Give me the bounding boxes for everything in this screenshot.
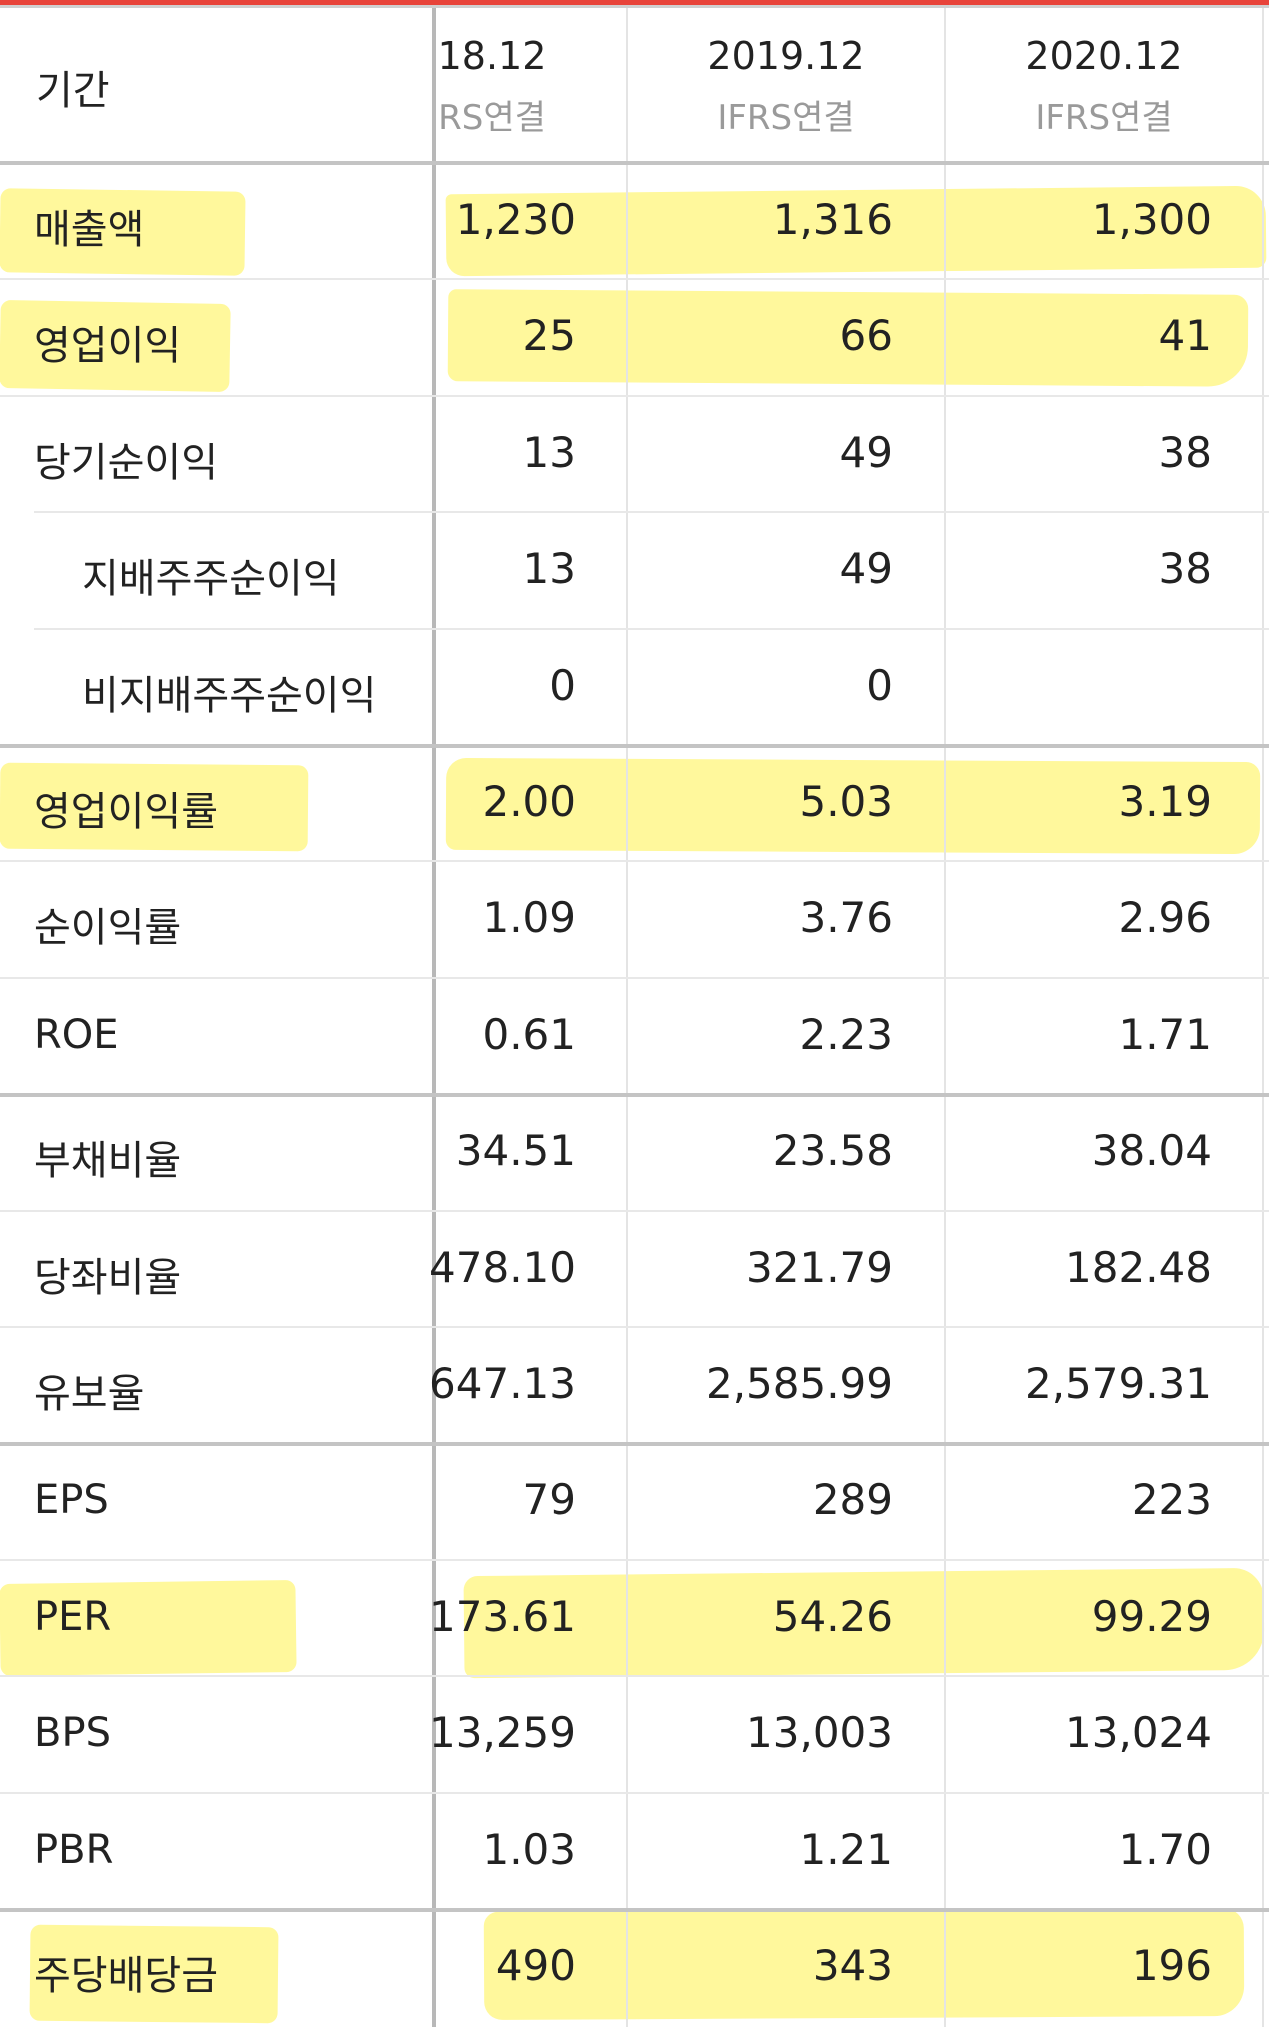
row-separator [0,1442,1269,1446]
table-cell: 13,259 [429,1708,576,1758]
row-label: 영업이익률 [34,789,218,835]
table-cell: 223 [1131,1475,1212,1525]
column-divider [944,8,946,2027]
table-cell: 25 [522,311,576,361]
header-separator [0,161,1269,165]
table-cell: 3.19 [1118,777,1212,826]
table-cell: 38 [1158,427,1212,477]
row-separator [0,1326,1269,1328]
top-shadow [0,5,1269,8]
row-label: 순이익률 [34,905,182,952]
table-cell: 66 [839,311,893,361]
row-label: 당기순이익 [34,439,218,486]
row-separator [0,1675,1269,1677]
table-cell: 3.76 [799,893,893,943]
table-cell: 1.70 [1118,1824,1212,1874]
column-divider [1262,8,1264,2027]
table-cell: 1.09 [482,893,576,943]
table-cell: 99.29 [1091,1591,1212,1641]
row-separator [0,1559,1269,1561]
row-label: 부채비율 [34,1138,182,1185]
table-cell: 182.48 [1065,1242,1212,1292]
row-label: ROE [34,1011,119,1058]
row-separator [0,1093,1269,1097]
table-cell: 1.21 [799,1824,893,1874]
row-label: 비지배주주순이익 [82,672,377,719]
table-cell: 79 [522,1475,576,1525]
table-cell: 478.10 [429,1242,576,1292]
column-divider [626,8,628,2027]
row-separator [0,278,1269,280]
table-cell: 13 [522,427,576,477]
table-cell: 54.26 [772,1591,893,1641]
table-cell: 2,585.99 [705,1359,893,1408]
row-label: PER [34,1593,112,1640]
table-cell: 1,316 [772,195,893,244]
table-cell: 34.51 [455,1126,576,1176]
table-cell: 23.58 [772,1126,893,1176]
row-label: 주당배당금 [34,1953,218,1999]
row-separator [0,977,1269,979]
table-cell: 13,003 [746,1708,893,1758]
row-label: PBR [34,1826,114,1873]
table-cell: 49 [839,427,893,477]
table-cell: 2.23 [799,1009,893,1059]
table-cell: 2,579.31 [1024,1359,1212,1408]
table-cell: 490 [495,1941,576,1990]
row-label: 지배주주순이익 [82,556,340,603]
column-year: 18.12 [437,34,547,78]
row-separator [0,1908,1269,1912]
row-label: 유보율 [34,1371,145,1417]
row-separator [0,1210,1269,1212]
column-year: 2019.12 [707,34,865,78]
table-cell: 1.03 [482,1824,576,1874]
column-basis: IFRS연결 [1035,98,1173,138]
table-cell: 289 [812,1475,893,1525]
table-cell: 0.61 [482,1009,576,1059]
row-label: 매출액 [34,207,145,253]
top-accent-bar [0,0,1269,5]
row-separator [0,744,1269,748]
table-cell: 38.04 [1091,1126,1212,1176]
column-year: 2020.12 [1025,34,1183,78]
row-label: BPS [34,1710,111,1757]
row-separator [34,511,1269,513]
table-cell: 196 [1131,1941,1212,1990]
table-cell: 173.61 [429,1591,576,1641]
table-cell: 0 [866,660,893,710]
table-cell: 5.03 [799,777,893,826]
row-label: EPS [34,1477,109,1524]
table-cell: 1.71 [1118,1009,1212,1059]
column-basis: IFRS연결 [717,98,855,138]
table-cell: 2.00 [482,777,576,826]
period-label: 기간 [36,68,110,114]
table-cell: 13,024 [1065,1708,1212,1758]
row-separator [0,860,1269,862]
table-cell: 41 [1158,311,1212,361]
table-cell: 647.13 [429,1359,576,1408]
frozen-column-divider [432,8,436,2027]
table-cell: 2.96 [1118,893,1212,943]
table-cell: 38 [1158,544,1212,594]
row-separator [34,628,1269,630]
table-cell: 1,300 [1091,195,1212,244]
table-cell: 49 [839,544,893,594]
row-label: 영업이익 [34,323,182,370]
table-cell: 321.79 [746,1242,893,1292]
column-basis: RS연결 [438,98,546,138]
row-separator [0,1792,1269,1794]
table-cell: 343 [812,1941,893,1990]
table-cell: 0 [549,660,576,710]
row-separator [0,395,1269,397]
table-cell: 13 [522,544,576,594]
table-cell: 1,230 [455,195,576,244]
row-label: 당좌비율 [34,1254,182,1301]
